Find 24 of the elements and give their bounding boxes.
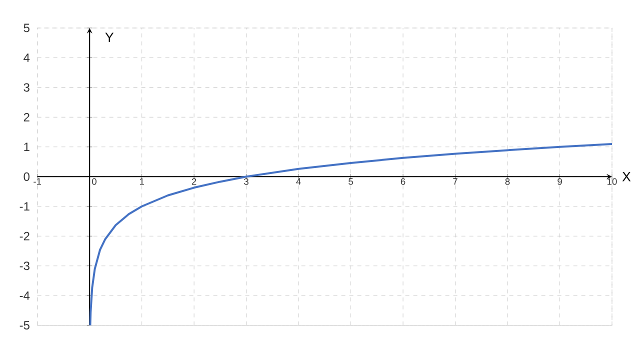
x-tick-label: -1 — [34, 178, 42, 185]
y-tick-label: 3 — [24, 83, 30, 92]
y-tick-label: 4 — [24, 54, 30, 62]
x-tick-label: 2 — [192, 178, 196, 185]
x-axis-title: X — [622, 172, 631, 182]
x-tick-label: 0 — [92, 178, 96, 185]
y-tick-label: -5 — [20, 321, 30, 330]
x-tick-label: 10 — [608, 178, 617, 185]
y-tick-label: -1 — [20, 202, 30, 211]
y-tick-label: -3 — [20, 262, 30, 270]
y-axis-title: Y — [105, 32, 114, 42]
x-tick-label: 3 — [244, 178, 248, 185]
y-tick-label: 1 — [24, 142, 30, 152]
x-tick-label: 8 — [505, 178, 510, 185]
x-tick-label: 1 — [140, 178, 144, 185]
y-tick-label: -2 — [20, 232, 30, 240]
y-tick-label: 5 — [24, 24, 30, 32]
x-tick-label: 6 — [400, 178, 406, 185]
x-tick-label: 7 — [453, 178, 458, 185]
x-tick-label: 9 — [558, 178, 562, 185]
x-tick-label: 4 — [296, 178, 301, 185]
y-tick-label: -4 — [20, 291, 30, 300]
x-tick-label: 5 — [348, 178, 353, 185]
y-tick-label: 2 — [24, 112, 30, 122]
